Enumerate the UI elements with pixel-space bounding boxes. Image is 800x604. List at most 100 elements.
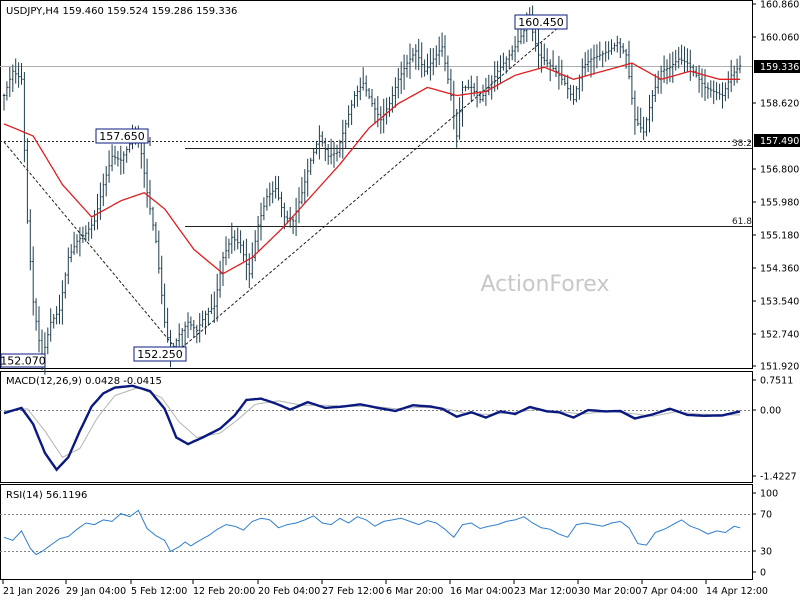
price-bar [589,48,593,78]
price-bar [277,176,280,201]
price-panel-frame [0,0,753,369]
price-bar [324,137,327,162]
price-bar [616,35,619,53]
price-header: USDJPY,H4 159.460 159.524 159.286 159.33… [6,6,237,17]
price-bar [201,310,204,328]
time-tick: 12 Feb 20:00 [193,586,255,597]
price-bar [671,51,674,83]
price-bar [303,169,306,204]
price-bar [218,260,222,298]
price-bar [627,40,631,80]
price-bar [475,76,479,108]
swing-label-160450-text: 160.450 [518,16,564,29]
price-bar [703,69,707,101]
price-bar [601,50,604,68]
price-bar [619,38,622,58]
price-bar [216,273,219,322]
price-bar [449,68,453,101]
price-bar [2,93,6,111]
price-bar [268,182,271,207]
price-bar [455,108,458,148]
price-bar [26,138,29,224]
price-tick: 158.620 [760,99,799,110]
price-bar [458,97,461,140]
macd-label: MACD(12,26,9) 0.0428 -0.0415 [6,376,162,387]
price-bar [256,216,260,252]
price-bar [727,71,730,99]
macd-tick: 0.00 [760,406,781,417]
price-bar [72,231,76,255]
price-bar [362,67,365,91]
price-bar [470,75,473,103]
rsi-tick: 30 [760,547,772,558]
price-bar [183,321,187,347]
price-bar [435,45,438,68]
time-tick: 29 Jan 04:00 [66,586,126,597]
price-bar [411,47,415,63]
price-bar [405,54,409,78]
time-tick: 5 Feb 12:00 [131,586,187,597]
price-bar [630,63,634,105]
price-bar [733,65,736,86]
price-tick: 151.920 [760,362,799,373]
price-bar [99,182,102,220]
price-bars [2,5,742,375]
price-bar [572,85,575,105]
price-bar [680,44,683,65]
price-bar [55,306,58,325]
level-price-box [754,134,800,147]
price-bar [49,308,52,342]
price-bar [309,157,312,175]
price-bar [586,49,590,72]
price-bar [648,94,651,133]
swing-label-160450: 160.450 [514,14,568,30]
price-bar [280,191,283,218]
time-tick: 30 Mar 20:00 [578,586,641,597]
price-bar [417,38,420,71]
price-bar [245,238,248,281]
rsi-axis: 100 70 30 0 [752,489,778,579]
price-bar [227,238,231,259]
price-bar [119,145,122,175]
price-bar [242,240,245,262]
time-tick: 14 Apr 12:00 [706,586,768,597]
price-bar [350,100,353,125]
price-bar [207,307,210,326]
time-tick: 7 Apr 04:00 [642,586,698,597]
price-bar [286,210,289,224]
price-bar [14,58,17,84]
price-bar [259,202,263,241]
price-bar [239,230,242,254]
price-bar [452,80,455,130]
price-bar [102,173,105,207]
price-tick: 154.360 [760,264,799,275]
price-bar [204,310,207,335]
swing-label-152070: 152.070 [0,353,46,368]
fib-61-label: 61.8 [732,217,752,227]
price-bar [622,43,625,54]
price-bar [677,47,680,69]
price-bar [718,83,721,100]
price-bar [595,44,599,69]
rsi-tick: 100 [760,489,778,500]
price-bar [613,42,616,52]
price-bar [686,48,689,72]
price-bar [487,74,490,96]
price-bar [592,44,596,75]
price-bar [332,142,336,168]
price-bar [499,55,502,84]
price-bar [481,84,485,102]
price-bar [657,70,660,94]
price-bar [8,67,11,97]
price-bar [58,294,61,325]
price-bar [551,50,555,72]
price-bar [96,194,99,230]
price-bar [37,306,41,353]
price-bar [639,107,642,133]
price-bar [312,149,315,164]
price-bar [32,246,35,316]
price-bar [157,230,160,274]
price-bar [715,82,718,101]
